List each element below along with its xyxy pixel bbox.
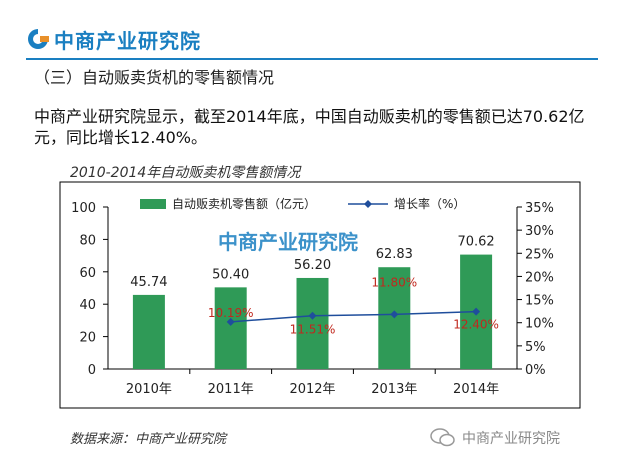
header-divider — [26, 58, 598, 60]
brand-logo-icon — [28, 29, 49, 49]
bar-value-label: 50.40 — [212, 267, 249, 282]
legend-line: 增长率（%） — [348, 195, 465, 212]
bar — [296, 277, 329, 369]
legend-bar-label: 自动贩卖机零售额（亿元） — [172, 197, 317, 211]
legend-bar-swatch — [140, 198, 166, 209]
growth-point — [472, 307, 481, 316]
growth-point — [226, 317, 235, 326]
right-tick-label: 20% — [525, 270, 554, 285]
growth-point — [308, 311, 317, 320]
x-tick-label: 2011年 — [208, 382, 254, 397]
wechat-mark: 中商产业研究院 — [430, 428, 560, 448]
x-tick-label: 2013年 — [371, 382, 417, 397]
right-tick-label: 5% — [525, 340, 546, 355]
right-tick-label: 30% — [525, 224, 554, 239]
right-tick-label: 25% — [525, 247, 554, 262]
chart-frame — [59, 181, 581, 409]
wechat-text: 中商产业研究院 — [462, 431, 560, 447]
legend-bar: 自动贩卖机零售额（亿元） — [140, 195, 316, 212]
bar-value-label: 45.74 — [130, 275, 167, 290]
right-tick-label: 35% — [525, 201, 554, 216]
growth-line — [230, 310, 477, 323]
left-tick-label: 60 — [79, 266, 96, 281]
left-tick-label: 20 — [79, 331, 96, 346]
bar-value-label: 62.83 — [376, 247, 413, 262]
left-tick-label: 100 — [71, 201, 96, 216]
legend-line-swatch — [348, 199, 388, 208]
left-tick-label: 40 — [79, 298, 96, 313]
growth-value-label: 11.80% — [371, 275, 417, 289]
bar-value-label: 70.62 — [457, 235, 494, 250]
chart-watermark: 中商产业研究院 — [218, 230, 358, 254]
growth-point — [390, 310, 399, 319]
bar-value-label: 56.20 — [294, 258, 331, 273]
brand-logo-text: 中商产业研究院 — [54, 28, 201, 53]
summary-text: 中商产业研究院显示，截至2014年底，中国自动贩卖机的零售额已达70.62亿元，… — [34, 107, 585, 147]
right-tick-label: 15% — [525, 294, 554, 309]
bar — [132, 294, 165, 369]
growth-value-label: 12.40% — [453, 318, 499, 332]
x-tick-label: 2010年 — [126, 382, 172, 397]
chart-title: 2010-2014年自动贩卖机零售额情况 — [70, 165, 301, 181]
section-title: （三）自动贩卖货机的零售额情况 — [34, 68, 275, 87]
x-tick-label: 2012年 — [289, 382, 335, 397]
source-text: 数据来源：中商产业研究院 — [70, 432, 227, 447]
right-tick-label: 10% — [525, 317, 554, 332]
right-tick-label: 0% — [525, 363, 546, 378]
left-tick-label: 0 — [88, 363, 96, 378]
wechat-icon — [430, 428, 455, 447]
brand-logo: 中商产业研究院 — [26, 24, 201, 54]
growth-value-label: 10.19% — [208, 306, 254, 320]
left-tick-label: 80 — [79, 233, 96, 248]
growth-value-label: 11.51% — [290, 323, 336, 337]
legend-line-label: 增长率（%） — [394, 197, 466, 211]
x-tick-label: 2014年 — [453, 382, 499, 397]
bar — [214, 287, 247, 369]
